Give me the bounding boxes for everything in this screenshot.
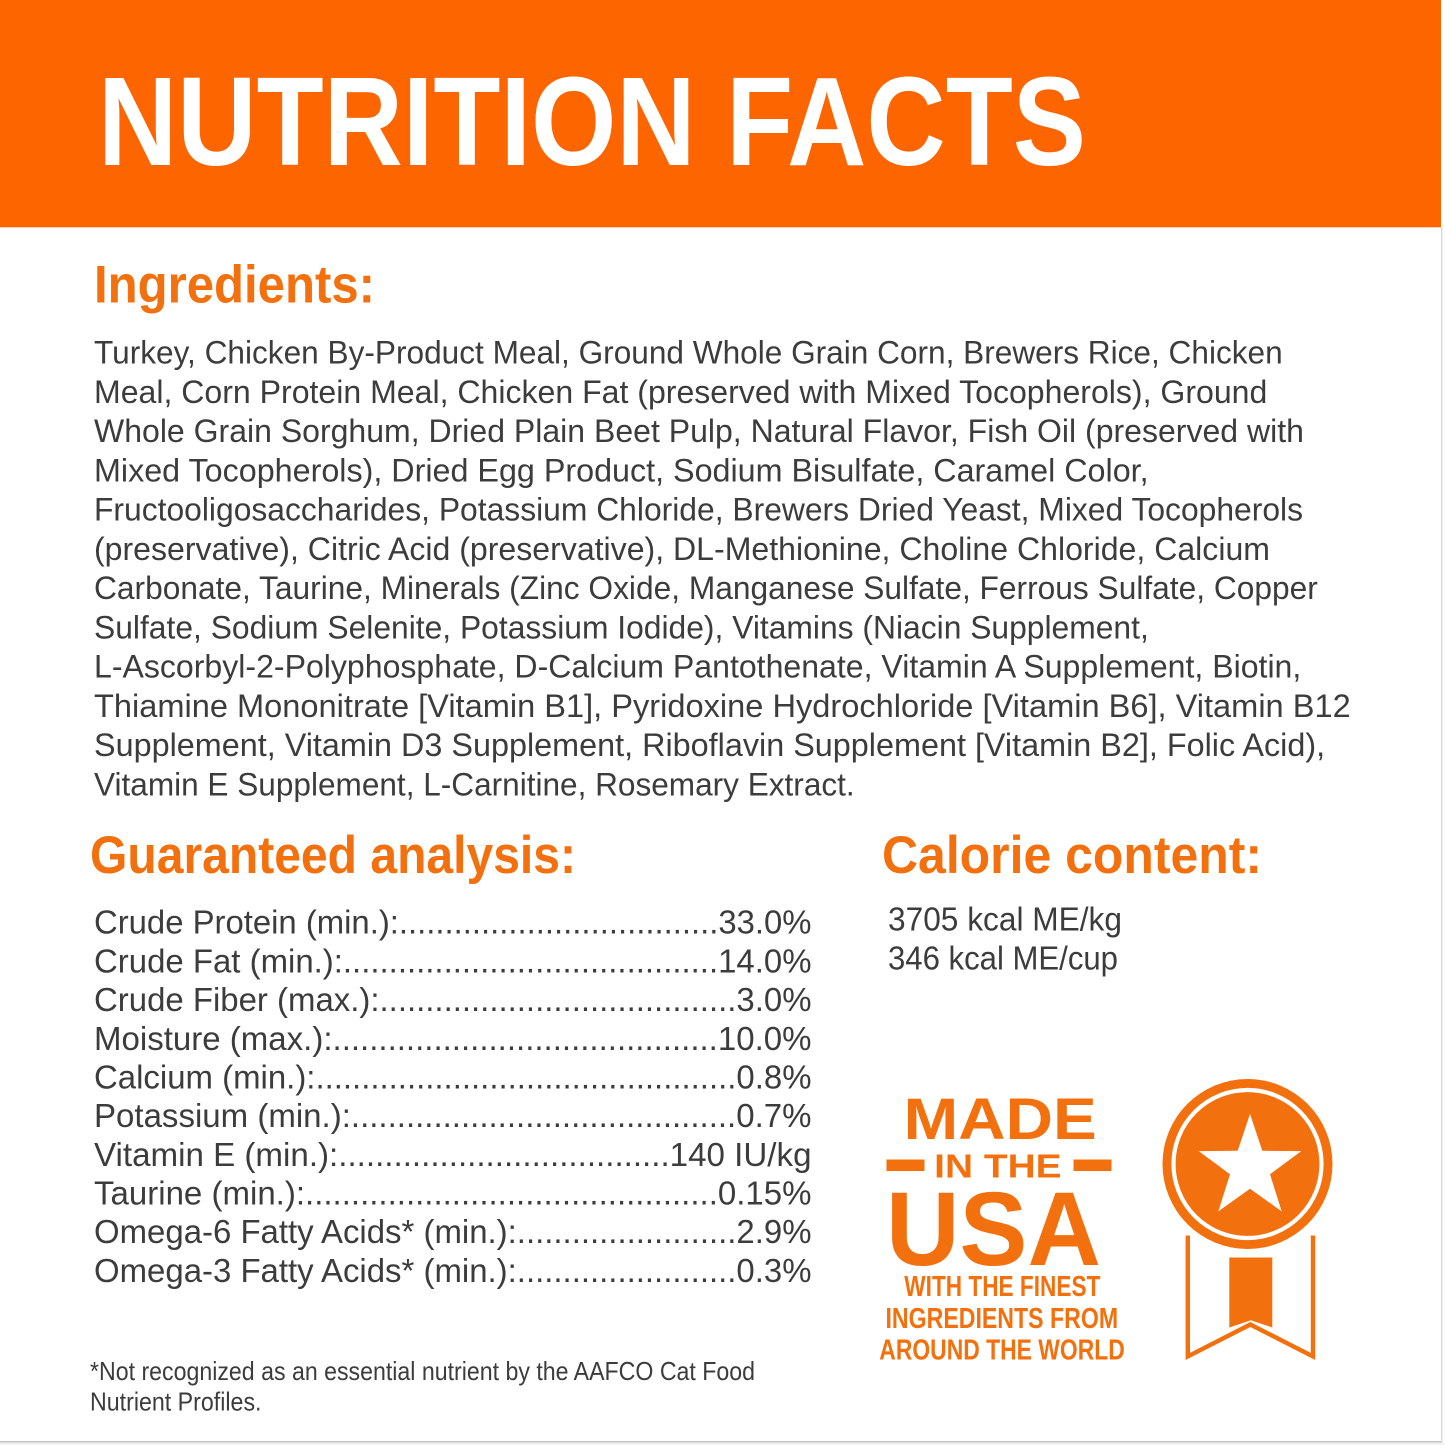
svg-text:INGREDIENTS FROM: INGREDIENTS FROM bbox=[886, 1303, 1119, 1335]
svg-text:Fructooligosaccharides, Potass: Fructooligosaccharides, Potassium Chlori… bbox=[94, 492, 1303, 528]
svg-text:AROUND THE WORLD: AROUND THE WORLD bbox=[879, 1334, 1125, 1366]
svg-text:Omega-6 Fatty Acids* (min.):..: Omega-6 Fatty Acids* (min.):............… bbox=[94, 1213, 812, 1250]
svg-text:Whole Grain Sorghum, Dried Pla: Whole Grain Sorghum, Dried Plain Beet Pu… bbox=[94, 413, 1304, 449]
svg-text:Crude Fiber (max.):...........: Crude Fiber (max.):.....................… bbox=[94, 981, 812, 1018]
svg-text:Meal, Corn Protein Meal, Chick: Meal, Corn Protein Meal, Chicken Fat (pr… bbox=[94, 374, 1267, 410]
svg-text:Guaranteed analysis:: Guaranteed analysis: bbox=[90, 826, 576, 885]
svg-text:Potassium (min.):.............: Potassium (min.):.......................… bbox=[94, 1097, 812, 1134]
svg-text:Supplement, Vitamin D3 Supplem: Supplement, Vitamin D3 Supplement, Ribof… bbox=[94, 727, 1325, 763]
svg-text:Thiamine Mononitrate [Vitamin: Thiamine Mononitrate [Vitamin B1], Pyrid… bbox=[94, 688, 1351, 724]
svg-text:346 kcal ME/cup: 346 kcal ME/cup bbox=[888, 940, 1118, 977]
svg-text:(preservative), Citric Acid (p: (preservative), Citric Acid (preservativ… bbox=[94, 531, 1270, 567]
svg-text:IN THE: IN THE bbox=[934, 1149, 1061, 1186]
svg-text:USA: USA bbox=[886, 1171, 1101, 1288]
svg-text:Ingredients:: Ingredients: bbox=[94, 256, 375, 315]
svg-text:Crude Protein (min.):.........: Crude Protein (min.):...................… bbox=[94, 904, 812, 941]
svg-text:WITH THE FINEST: WITH THE FINEST bbox=[904, 1271, 1100, 1303]
svg-text:Carbonate, Taurine, Minerals (: Carbonate, Taurine, Minerals (Zinc Oxide… bbox=[94, 570, 1318, 606]
svg-text:Mixed Tocopherols), Dried Egg: Mixed Tocopherols), Dried Egg Product, S… bbox=[94, 452, 1149, 488]
svg-text:Vitamin E (min.):.............: Vitamin E (min.):.......................… bbox=[94, 1136, 811, 1173]
svg-text:Sulfate, Sodium Selenite, Pota: Sulfate, Sodium Selenite, Potassium Iodi… bbox=[94, 609, 1149, 645]
svg-text:Calorie content:: Calorie content: bbox=[882, 826, 1262, 885]
svg-text:3705 kcal ME/kg: 3705 kcal ME/kg bbox=[888, 901, 1122, 938]
svg-text:Taurine (min.):...............: Taurine (min.):.........................… bbox=[94, 1175, 812, 1212]
svg-text:Crude Fat (min.):.............: Crude Fat (min.):.......................… bbox=[94, 942, 812, 979]
svg-text:L-Ascorbyl-2-Polyphosphate, D-: L-Ascorbyl-2-Polyphosphate, D-Calcium Pa… bbox=[94, 649, 1301, 685]
svg-text:Calcium (min.):...............: Calcium (min.):.........................… bbox=[94, 1059, 812, 1096]
svg-text:Turkey, Chicken By-Product Mea: Turkey, Chicken By-Product Meal, Ground … bbox=[94, 335, 1283, 371]
svg-text:Omega-3 Fatty Acids* (min.):..: Omega-3 Fatty Acids* (min.):............… bbox=[94, 1252, 812, 1289]
svg-text:Nutrient Profiles.: Nutrient Profiles. bbox=[90, 1386, 262, 1416]
svg-text:*Not recognized as an essentia: *Not recognized as an essential nutrient… bbox=[90, 1356, 755, 1386]
svg-text:MADE: MADE bbox=[904, 1087, 1097, 1152]
svg-text:NUTRITION FACTS: NUTRITION FACTS bbox=[98, 51, 1086, 192]
svg-text:Moisture (max.):..............: Moisture (max.):........................… bbox=[94, 1020, 812, 1057]
svg-text:Vitamin E Supplement, L-Carnit: Vitamin E Supplement, L-Carnitine, Rosem… bbox=[94, 767, 855, 803]
